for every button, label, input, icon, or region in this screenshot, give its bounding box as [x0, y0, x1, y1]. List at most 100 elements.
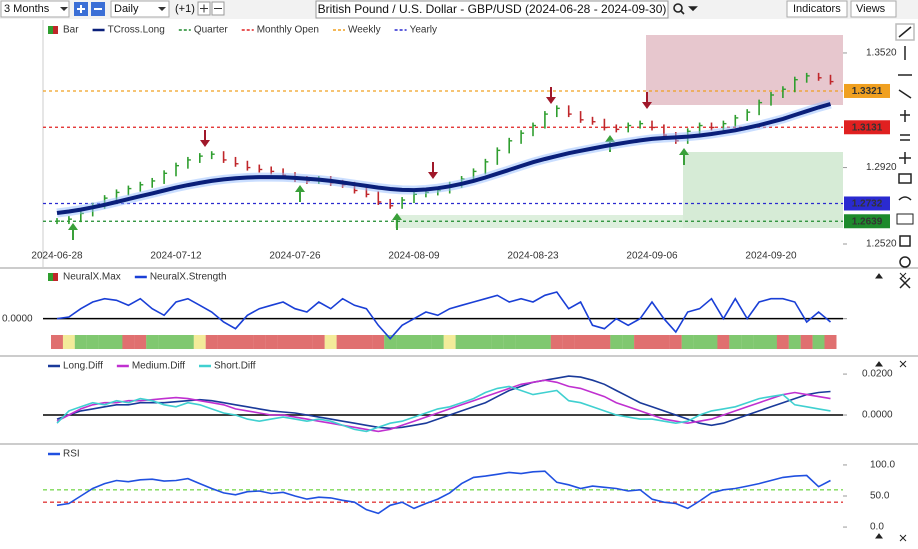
- tool-icon[interactable]: [899, 235, 911, 247]
- buy-arrow: [68, 223, 78, 240]
- indicators-button[interactable]: [786, 0, 848, 18]
- legend-label: Short.Diff: [214, 361, 256, 372]
- state-cell: [74, 335, 87, 349]
- tool-icon[interactable]: [896, 213, 914, 225]
- state-cell: [491, 335, 504, 349]
- close-icon[interactable]: [899, 534, 907, 542]
- state-cell: [146, 335, 159, 349]
- state-cell: [181, 335, 194, 349]
- state-cell: [419, 335, 432, 349]
- tool-icon[interactable]: [898, 89, 912, 99]
- panel-controls: [875, 272, 907, 542]
- tool-icon: [898, 26, 912, 38]
- state-cell: [170, 335, 182, 349]
- close-icon[interactable]: [899, 272, 907, 280]
- buy-arrow: [679, 148, 689, 165]
- state-cell: [372, 335, 385, 349]
- close-icon[interactable]: [899, 360, 907, 368]
- state-cell: [610, 335, 623, 349]
- level-badge-label: 1.3131: [852, 122, 883, 133]
- state-cell: [217, 335, 230, 349]
- state-cell: [408, 335, 420, 349]
- x-tick-label: 2024-06-28: [31, 251, 83, 262]
- state-cell: [431, 335, 444, 349]
- tool-icon[interactable]: [899, 152, 911, 164]
- legend-label: Medium.Diff: [132, 361, 185, 372]
- state-cell: [384, 335, 397, 349]
- state-cell: [289, 335, 301, 349]
- state-cell: [788, 335, 801, 349]
- tool-icon[interactable]: [900, 134, 910, 141]
- trend-line: [56, 102, 832, 215]
- x-tick-label: 2024-09-20: [745, 251, 797, 262]
- state-cell: [360, 335, 373, 349]
- state-cell: [800, 335, 813, 349]
- collapse-icon[interactable]: [875, 273, 883, 279]
- state-cell: [776, 335, 789, 349]
- level-badge: [844, 214, 890, 229]
- y-tick-label: 100.0: [870, 460, 895, 471]
- state-cell: [681, 335, 694, 349]
- indicators-text: Indicators: [793, 3, 841, 15]
- series-line: [56, 291, 832, 340]
- level-badge: [844, 83, 890, 98]
- state-cell: [134, 335, 147, 349]
- sell-arrow: [200, 130, 210, 147]
- legend-label: Monthly Open: [257, 25, 319, 36]
- state-cell: [443, 335, 456, 349]
- dropdown-caret: [158, 7, 166, 11]
- state-cell: [253, 335, 266, 349]
- state-cell: [455, 335, 468, 349]
- state-cell: [265, 335, 278, 349]
- dropdown-caret: [60, 7, 68, 11]
- state-cell: [741, 335, 754, 349]
- state-cell: [336, 335, 349, 349]
- state-cell: [765, 335, 777, 349]
- collapse-icon[interactable]: [875, 361, 883, 367]
- state-cell: [348, 335, 361, 349]
- level-badge: [844, 196, 890, 211]
- tool-icon[interactable]: [899, 277, 911, 289]
- legend-swatch: [48, 26, 53, 34]
- legend-label: NeuralX.Max: [63, 272, 121, 283]
- search-icon[interactable]: [673, 3, 683, 13]
- state-cell: [562, 335, 575, 349]
- views-button[interactable]: [850, 0, 897, 18]
- tool-icon[interactable]: [898, 196, 912, 201]
- series-line: [56, 379, 831, 433]
- sell-arrow: [642, 92, 652, 109]
- state-cell: [62, 335, 75, 349]
- symbol-box[interactable]: [315, 0, 669, 19]
- level-badge-label: 1.3321: [852, 86, 883, 97]
- drawing-tools: [895, 23, 915, 289]
- interval-select[interactable]: [110, 0, 170, 18]
- series-line: [56, 385, 831, 433]
- state-cell: [598, 335, 611, 349]
- range-select[interactable]: [0, 0, 70, 18]
- y-tick-label: 1.2920: [866, 162, 897, 173]
- legend-label: RSI: [63, 449, 80, 460]
- series-line: [56, 470, 831, 515]
- legend-label: Weekly: [348, 25, 381, 36]
- x-tick-label: 2024-07-26: [269, 251, 321, 262]
- plus-icon: [77, 5, 85, 13]
- plus-icon: [200, 4, 208, 13]
- state-cell: [205, 335, 218, 349]
- state-cell: [527, 335, 539, 349]
- tool-icon[interactable]: [899, 256, 911, 268]
- legend-label: Long.Diff: [63, 361, 103, 372]
- state-cell: [51, 335, 63, 349]
- series-line: [56, 375, 831, 430]
- support-band: [395, 215, 683, 228]
- legend-label: Quarter: [194, 25, 229, 36]
- collapse-icon[interactable]: [875, 533, 883, 539]
- state-cell: [705, 335, 718, 349]
- tool-icon[interactable]: [900, 110, 910, 122]
- tool-icon[interactable]: [898, 173, 912, 184]
- state-cell: [300, 335, 313, 349]
- views-text: Views: [856, 3, 886, 15]
- level-badge-label: 1.2639: [852, 216, 883, 227]
- y-tick-label: 0.0000: [2, 313, 33, 324]
- range-text: 3 Months: [4, 3, 50, 15]
- y-tick-label: 0.0200: [862, 369, 893, 380]
